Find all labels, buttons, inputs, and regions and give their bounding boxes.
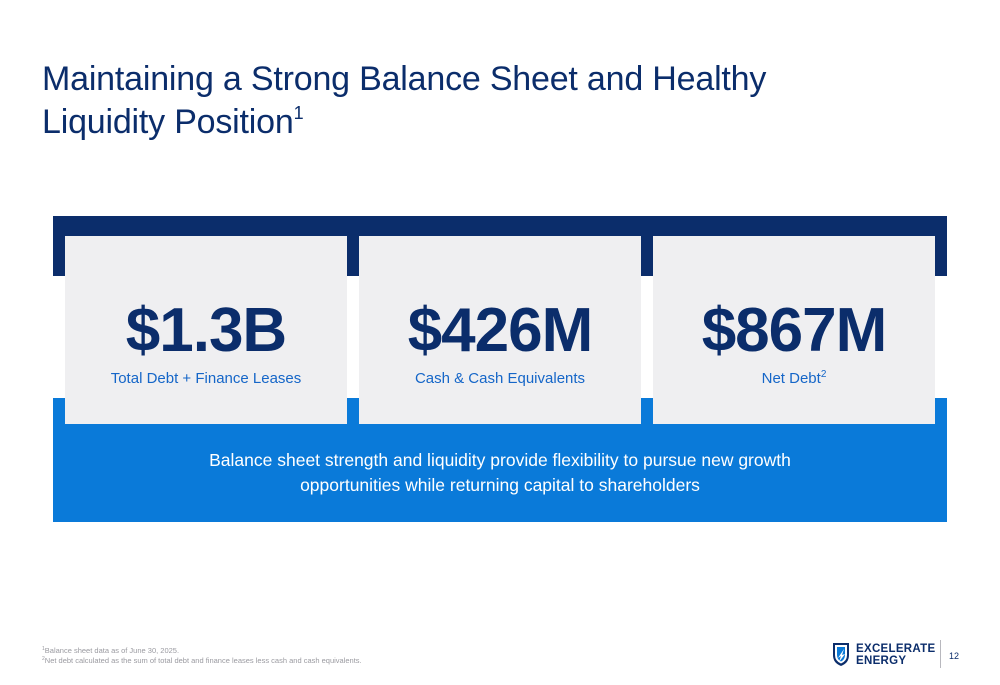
company-logo: EXCELERATE ENERGY [832,641,942,667]
tagline-line-1: Balance sheet strength and liquidity pro… [209,450,791,470]
metric-value: $426M [407,296,594,365]
metric-label: Cash & Cash Equivalents [414,370,586,387]
metric-value: $867M [701,296,888,365]
page-number: 12 [949,651,960,661]
summary-tagline: Balance sheet strength and liquidity pro… [120,448,880,498]
footnotes: 1Balance sheet data as of June 30, 2025.… [42,646,542,666]
logo-divider [940,640,941,668]
tagline-line-2: opportunities while returning capital to… [300,475,700,495]
metric-card-total-debt: $1.3B Total Debt + Finance Leases [65,236,347,424]
logo-wordmark: EXCELERATE ENERGY [856,643,936,667]
metric-label: Net Debt2 [761,369,827,388]
metric-label: Total Debt + Finance Leases [110,370,302,387]
footnote-2: 2Net debt calculated as the sum of total… [42,656,362,665]
title-footnote-mark: 1 [293,103,304,123]
title-line-2: Liquidity Position [42,103,294,141]
metric-value: $1.3B [125,296,287,365]
title-line-1: Maintaining a Strong Balance Sheet and H… [42,60,767,98]
metric-card-net-debt: $867M Net Debt2 [653,236,935,424]
footnote-1: 1Balance sheet data as of June 30, 2025. [42,646,180,655]
page-title: Maintaining a Strong Balance Sheet and H… [42,58,862,144]
excelerate-shield-icon [833,643,849,666]
metric-footnote-mark: 2 [820,369,827,380]
metric-card-cash: $426M Cash & Cash Equivalents [359,236,641,424]
